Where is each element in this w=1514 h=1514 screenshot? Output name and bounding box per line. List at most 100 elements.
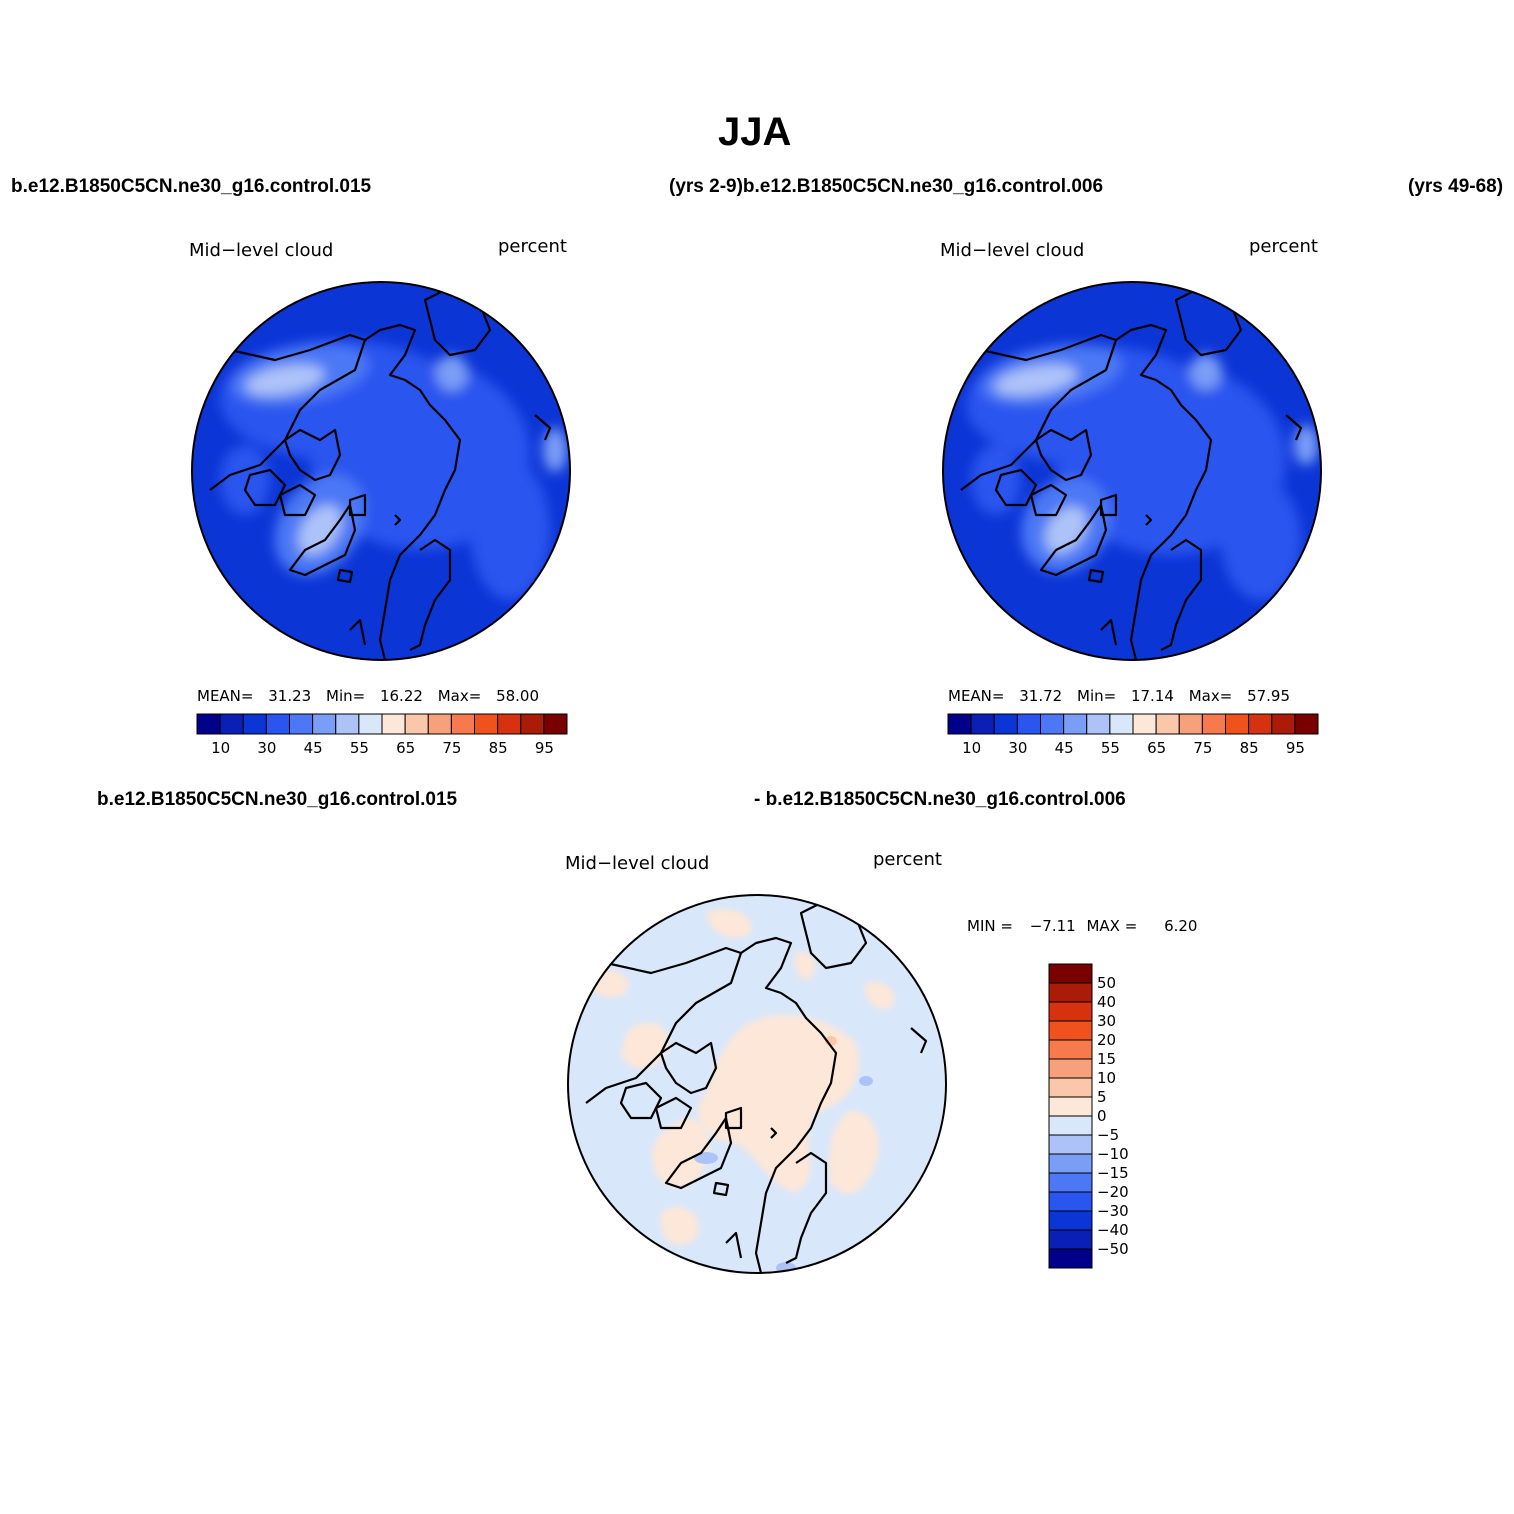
panel2-colorbar (947, 713, 1319, 735)
colorbar-swatch (1271, 713, 1296, 735)
colorbar-tick-label: −10 (1097, 1145, 1129, 1163)
colorbar-swatch (947, 713, 972, 735)
colorbar-swatch (1048, 1115, 1093, 1136)
panel2-min-label: Min= (1077, 687, 1117, 705)
colorbar-swatch (335, 713, 360, 735)
colorbar-swatch (219, 713, 244, 735)
colorbar-swatch (1048, 1153, 1093, 1174)
colorbar-swatch (970, 713, 995, 735)
colorbar-swatch (1048, 982, 1093, 1003)
colorbar-tick-label: −15 (1097, 1164, 1129, 1182)
panel1-mean-value: 31.23 (268, 687, 312, 705)
panel1-variable-label: Mid−level cloud (189, 240, 334, 261)
colorbar-swatch (1048, 1210, 1093, 1231)
colorbar-tick-label: 55 (1100, 739, 1120, 757)
colorbar-swatch (1048, 1020, 1093, 1041)
colorbar-tick-label: −40 (1097, 1221, 1129, 1239)
colorbar-tick-label: 55 (349, 739, 369, 757)
colorbar-tick-label: 20 (1097, 1031, 1117, 1049)
colorbar-swatch (265, 713, 290, 735)
panel3-difference-map (567, 894, 947, 1274)
colorbar-tick-label: −50 (1097, 1240, 1129, 1258)
colorbar-tick-label: 75 (1193, 739, 1213, 757)
panel2-max-label: Max= (1188, 687, 1233, 705)
figure-title: JJA (718, 110, 792, 154)
colorbar-tick-label: 5 (1097, 1088, 1107, 1106)
colorbar-swatch (1086, 713, 1111, 735)
panel1-min-label: Min= (326, 687, 366, 705)
colorbar-tick-label: 75 (442, 739, 462, 757)
colorbar-swatch (520, 713, 545, 735)
panel2-mean-value: 31.72 (1019, 687, 1063, 705)
colorbar-tick-label: 45 (1054, 739, 1074, 757)
colorbar-swatch (427, 713, 452, 735)
colorbar-swatch (1248, 713, 1273, 735)
colorbar-swatch (312, 713, 337, 735)
colorbar-swatch (1178, 713, 1203, 735)
panel1-max-value: 58.00 (496, 687, 540, 705)
colorbar-swatch (1040, 713, 1065, 735)
colorbar-swatch (404, 713, 429, 735)
bottom-left-case-label: b.e12.B1850C5CN.ne30_g16.control.015 (97, 789, 458, 810)
panel1-mean-label: MEAN= (197, 687, 254, 705)
colorbar-swatch (1048, 1134, 1093, 1155)
colorbar-tick-label: 0 (1097, 1107, 1107, 1125)
colorbar-swatch (450, 713, 475, 735)
top-right-years-label: (yrs 49-68) (1408, 176, 1504, 197)
colorbar-tick-label: 65 (396, 739, 416, 757)
panel3-min-value: −7.11 (1029, 917, 1076, 935)
colorbar-swatch (474, 713, 499, 735)
colorbar-swatch (1109, 713, 1134, 735)
colorbar-tick-label: 85 (1239, 739, 1259, 757)
colorbar-tick-label: −5 (1097, 1126, 1120, 1144)
colorbar-tick-label: 10 (962, 739, 982, 757)
colorbar-swatch (497, 713, 522, 735)
colorbar-swatch (1048, 1191, 1093, 1212)
colorbar-tick-label: 85 (488, 739, 508, 757)
panel3-variable-label: Mid−level cloud (565, 853, 710, 874)
panel1-min-value: 16.22 (379, 687, 423, 705)
colorbar-swatch (543, 713, 568, 735)
colorbar-swatch (1155, 713, 1180, 735)
panel1-colorbar (196, 713, 568, 735)
colorbar-swatch (1048, 1039, 1093, 1060)
colorbar-tick-label: 15 (1097, 1050, 1117, 1068)
panel3-stats: MIN = −7.11 MAX = 6.20 (967, 917, 1197, 935)
panel1-stats: MEAN= 31.23 Min= 16.22 Max= 58.00 (197, 687, 539, 705)
colorbar-tick-label: 95 (534, 739, 554, 757)
panel2-stats: MEAN= 31.72 Min= 17.14 Max= 57.95 (948, 687, 1290, 705)
colorbar-swatch (1048, 1172, 1093, 1193)
panel2-variable-label: Mid−level cloud (940, 240, 1085, 261)
colorbar-tick-label: 10 (211, 739, 231, 757)
colorbar-swatch (1048, 1058, 1093, 1079)
colorbar-swatch (1132, 713, 1157, 735)
colorbar-tick-label: 45 (303, 739, 323, 757)
colorbar-tick-label: 30 (257, 739, 277, 757)
panel3-units-label: percent (873, 849, 942, 870)
colorbar-tick-label: 50 (1097, 974, 1117, 992)
colorbar-tick-label: 10 (1097, 1069, 1117, 1087)
colorbar-swatch (1048, 1229, 1093, 1250)
panel3-max-value: 6.20 (1164, 917, 1198, 935)
colorbar-tick-label: 30 (1097, 1012, 1117, 1030)
panel1-polar-map (191, 281, 571, 661)
colorbar-swatch (1201, 713, 1226, 735)
colorbar-swatch (289, 713, 314, 735)
colorbar-swatch (1225, 713, 1250, 735)
panel2-mean-label: MEAN= (948, 687, 1005, 705)
panel1-units-label: percent (498, 236, 567, 257)
bottom-right-case-label: - b.e12.B1850C5CN.ne30_g16.control.006 (754, 789, 1126, 810)
colorbar-tick-label: 95 (1285, 739, 1305, 757)
colorbar-swatch (1048, 1077, 1093, 1098)
colorbar-swatch (1048, 1096, 1093, 1117)
colorbar-swatch (196, 713, 221, 735)
panel3-max-label: MAX = (1086, 917, 1138, 935)
panel2-min-value: 17.14 (1130, 687, 1174, 705)
colorbar-swatch (1048, 1248, 1093, 1269)
top-mid-case-label: (yrs 2-9)b.e12.B1850C5CN.ne30_g16.contro… (669, 176, 1104, 197)
colorbar-swatch (381, 713, 406, 735)
colorbar-swatch (1063, 713, 1088, 735)
colorbar-tick-label: 40 (1097, 993, 1117, 1011)
colorbar-tick-label: −30 (1097, 1202, 1129, 1220)
colorbar-swatch (1048, 1001, 1093, 1022)
